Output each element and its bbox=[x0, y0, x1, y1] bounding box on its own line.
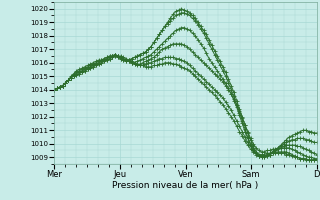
X-axis label: Pression niveau de la mer( hPa ): Pression niveau de la mer( hPa ) bbox=[112, 181, 259, 190]
